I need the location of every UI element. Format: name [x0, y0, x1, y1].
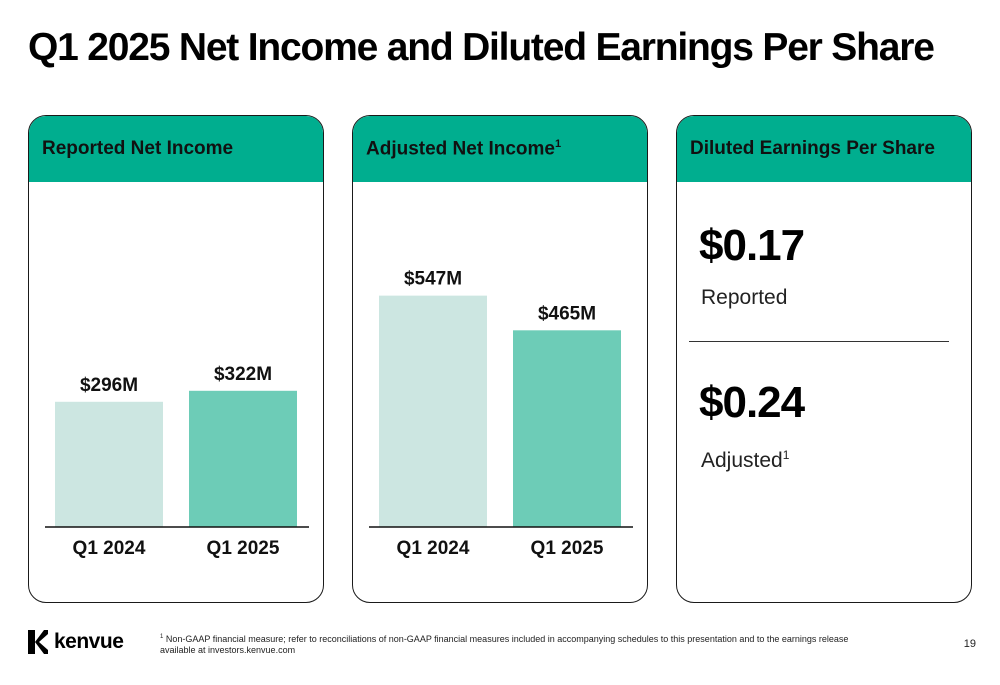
reported-eps-label: Reported	[701, 286, 788, 309]
logo-wordmark: kenvue	[54, 630, 124, 653]
footnote-text: Non-GAAP financial measure; refer to rec…	[160, 634, 849, 655]
x-tick-label: Q1 2025	[531, 538, 604, 559]
adjusted-eps-label-text: Adjusted	[701, 449, 783, 472]
data-label: $322M	[214, 364, 272, 385]
card-header: Adjusted Net Income1	[353, 116, 647, 182]
reported-net-income-chart: $296M Q1 2024 $322M Q1 2025	[45, 364, 309, 559]
x-tick-label: Q1 2025	[207, 538, 280, 559]
diluted-eps-card: Diluted Earnings Per Share $0.17 Reporte…	[676, 115, 972, 603]
kenvue-logo: kenvue	[28, 630, 124, 654]
footnote-marker: 1	[782, 448, 790, 462]
data-label: $547M	[404, 269, 462, 290]
bar-q1-2024	[55, 401, 163, 527]
footnote-marker: 1	[554, 138, 562, 150]
footnote-marker: 1	[160, 634, 164, 640]
adjusted-net-income-card: Adjusted Net Income1 $547M Q1 2024 $465M Q1…	[352, 115, 648, 603]
adjusted-eps-label: Adjusted1	[701, 448, 789, 473]
card-header-label: Adjusted Net Income	[366, 138, 555, 160]
bar-q1-2025	[189, 390, 297, 527]
adjusted-eps-value: $0.24	[699, 378, 805, 427]
page-title: Q1 2025 Net Income and Diluted Earnings …	[28, 26, 935, 69]
reported-eps-value: $0.17	[699, 221, 805, 270]
card-header-label: Reported Net Income	[42, 138, 234, 159]
reported-net-income-card: Reported Net Income $296M Q1 2024 $322M Q1 …	[28, 115, 324, 603]
footnote: 1 Non-GAAP financial measure; refer to r…	[160, 632, 880, 656]
adjusted-net-income-chart: $547M Q1 2024 $465M Q1 2025	[369, 269, 633, 559]
x-tick-label: Q1 2024	[397, 538, 470, 559]
card-header-label: Diluted Earnings Per Share	[690, 138, 935, 159]
divider	[689, 341, 949, 342]
data-label: $296M	[80, 375, 138, 396]
x-tick-label: Q1 2024	[73, 538, 146, 559]
card-header: Diluted Earnings Per Share	[677, 116, 971, 182]
bar-q1-2025	[513, 330, 621, 527]
data-label: $465M	[538, 303, 596, 324]
card-header: Reported Net Income	[29, 116, 323, 182]
page-number: 19	[963, 638, 976, 650]
bar-q1-2024	[379, 295, 487, 527]
kenvue-k-icon	[28, 630, 48, 654]
